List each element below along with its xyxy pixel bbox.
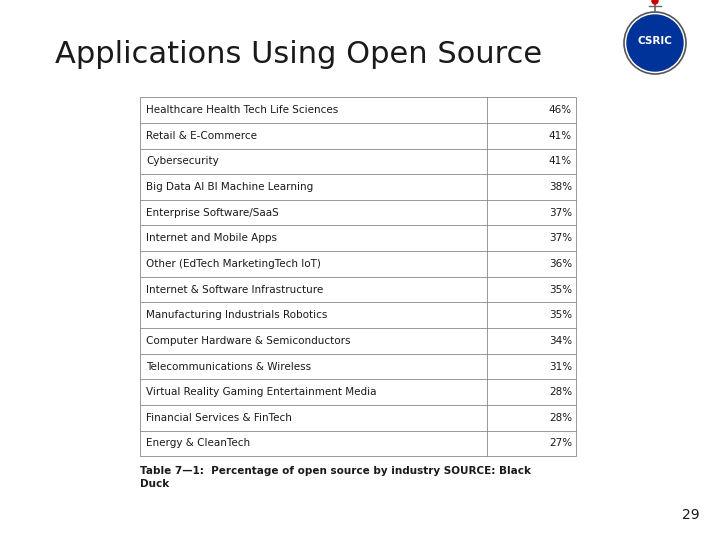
Text: Manufacturing Industrials Robotics: Manufacturing Industrials Robotics	[146, 310, 328, 320]
Text: 28%: 28%	[549, 387, 572, 397]
Text: Enterprise Software/SaaS: Enterprise Software/SaaS	[146, 207, 279, 218]
Text: 35%: 35%	[549, 285, 572, 295]
Bar	[140, 97, 576, 456]
Text: 34%: 34%	[549, 336, 572, 346]
Text: Internet & Software Infrastructure: Internet & Software Infrastructure	[146, 285, 324, 295]
Text: 41%: 41%	[549, 131, 572, 141]
Text: 41%: 41%	[549, 156, 572, 166]
Text: CSRIC: CSRIC	[638, 36, 672, 46]
Text: 35%: 35%	[549, 310, 572, 320]
Text: Big Data AI BI Machine Learning: Big Data AI BI Machine Learning	[146, 182, 314, 192]
Text: Duck: Duck	[140, 480, 170, 489]
Text: 38%: 38%	[549, 182, 572, 192]
Text: Energy & CleanTech: Energy & CleanTech	[146, 438, 251, 449]
Text: Retail & E-Commerce: Retail & E-Commerce	[146, 131, 258, 141]
Text: Table 7—1:  Percentage of open source by industry SOURCE: Black: Table 7—1: Percentage of open source by …	[140, 467, 531, 476]
Text: Applications Using Open Source: Applications Using Open Source	[55, 40, 542, 69]
Text: 46%: 46%	[549, 105, 572, 115]
Text: 27%: 27%	[549, 438, 572, 449]
Text: Healthcare Health Tech Life Sciences: Healthcare Health Tech Life Sciences	[146, 105, 338, 115]
Text: Cybersecurity: Cybersecurity	[146, 156, 219, 166]
Text: 31%: 31%	[549, 361, 572, 372]
Text: 37%: 37%	[549, 207, 572, 218]
Circle shape	[627, 15, 683, 71]
Text: 37%: 37%	[549, 233, 572, 244]
Text: 28%: 28%	[549, 413, 572, 423]
Circle shape	[652, 0, 658, 4]
Text: Other (EdTech MarketingTech IoT): Other (EdTech MarketingTech IoT)	[146, 259, 321, 269]
Text: 36%: 36%	[549, 259, 572, 269]
Text: 29: 29	[683, 508, 700, 522]
Text: Internet and Mobile Apps: Internet and Mobile Apps	[146, 233, 277, 244]
Text: Computer Hardware & Semiconductors: Computer Hardware & Semiconductors	[146, 336, 351, 346]
Text: Financial Services & FinTech: Financial Services & FinTech	[146, 413, 292, 423]
Text: Telecommunications & Wireless: Telecommunications & Wireless	[146, 361, 312, 372]
Text: Virtual Reality Gaming Entertainment Media: Virtual Reality Gaming Entertainment Med…	[146, 387, 377, 397]
